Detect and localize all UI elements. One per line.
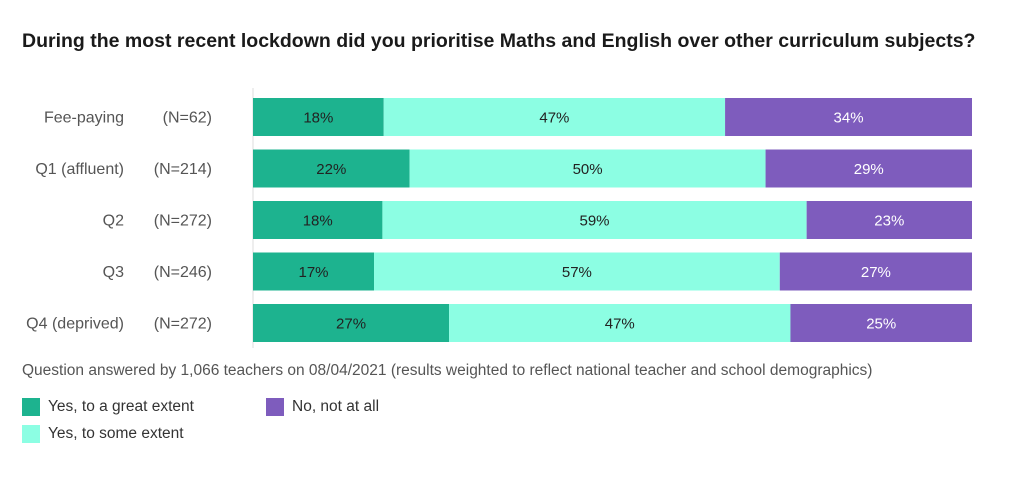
sample-size-label-q4-deprived: (N=272) bbox=[154, 316, 212, 333]
legend-item-not-at-all: No, not at all bbox=[266, 398, 379, 416]
legend-item-great-extent: Yes, to a great extent bbox=[22, 398, 194, 416]
legend-label-not-at-all: No, not at all bbox=[292, 398, 380, 415]
sample-size-label-fee-paying: (N=62) bbox=[163, 110, 212, 127]
data-label-q4-deprived-series-0: 27% bbox=[336, 316, 366, 333]
data-label-q3-series-0: 17% bbox=[298, 264, 328, 281]
chart-title: During the most recent lockdown did you … bbox=[22, 30, 976, 52]
data-label-q1-affluent-series-2: 29% bbox=[854, 161, 884, 178]
bar-q1-affluent-series-2 bbox=[765, 149, 972, 188]
legend-swatch-some-extent bbox=[22, 425, 40, 443]
labels-group: Fee-paying (N=62) Q1 (affluent) (N=214) Q2 (N… bbox=[26, 110, 212, 333]
legend-label-great-extent: Yes, to a great extent bbox=[48, 398, 194, 415]
data-label-q2-series-0: 18% bbox=[303, 213, 333, 230]
bar-q4-deprived-series-0 bbox=[253, 304, 450, 342]
legend-swatch-not-at-all bbox=[266, 398, 284, 416]
data-label-q1-affluent-series-0: 22% bbox=[316, 161, 346, 178]
data-label-q2-series-2: 23% bbox=[874, 213, 904, 230]
bar-fee-paying-series-0 bbox=[253, 98, 384, 136]
footnote: Question answered by 1,066 teachers on 0… bbox=[22, 362, 873, 379]
category-label-q3: Q3 bbox=[103, 264, 124, 281]
data-label-fee-paying-series-2: 34% bbox=[834, 110, 864, 127]
sample-size-label-q1-affluent: (N=214) bbox=[154, 161, 212, 178]
category-label-fee-paying: Fee-paying bbox=[44, 110, 124, 127]
data-label-q3-series-2: 27% bbox=[861, 264, 891, 281]
bar-q3-series-1 bbox=[374, 252, 780, 291]
category-label-q1-affluent: Q1 (affluent) bbox=[35, 161, 124, 178]
legend-label-some-extent: Yes, to some extent bbox=[48, 425, 184, 442]
bar-q2-series-2 bbox=[806, 201, 972, 239]
data-label-q4-deprived-series-2: 25% bbox=[866, 316, 896, 333]
bar-q1-affluent-series-1 bbox=[409, 149, 766, 188]
data-label-fee-paying-series-0: 18% bbox=[303, 110, 333, 127]
category-label-q4-deprived: Q4 (deprived) bbox=[26, 316, 124, 333]
legend-swatch-great-extent bbox=[22, 398, 40, 416]
bar-q2-series-0 bbox=[253, 201, 383, 239]
bar-q2-series-1 bbox=[382, 201, 807, 239]
category-label-q2: Q2 bbox=[103, 213, 124, 230]
bar-q3-series-0 bbox=[253, 252, 375, 291]
bar-q4-deprived-series-1 bbox=[449, 304, 791, 342]
legend-item-some-extent: Yes, to some extent bbox=[22, 425, 184, 443]
bars-group: 18% 47% 34% 22% 50% 29% 18% 59% 23% 17% 57% 27% 27% 4… bbox=[253, 98, 972, 342]
data-label-q3-series-1: 57% bbox=[562, 264, 592, 281]
data-label-q4-deprived-series-1: 47% bbox=[605, 316, 635, 333]
bar-q3-series-2 bbox=[779, 252, 972, 291]
bar-q1-affluent-series-0 bbox=[253, 149, 410, 188]
data-label-q2-series-1: 59% bbox=[580, 213, 610, 230]
data-label-q1-affluent-series-1: 50% bbox=[573, 161, 603, 178]
data-label-fee-paying-series-1: 47% bbox=[539, 110, 569, 127]
sample-size-label-q3: (N=246) bbox=[154, 264, 212, 281]
bar-fee-paying-series-1 bbox=[383, 98, 726, 136]
sample-size-label-q2: (N=272) bbox=[154, 213, 212, 230]
bar-fee-paying-series-2 bbox=[725, 98, 972, 136]
bar-q4-deprived-series-2 bbox=[790, 304, 972, 342]
